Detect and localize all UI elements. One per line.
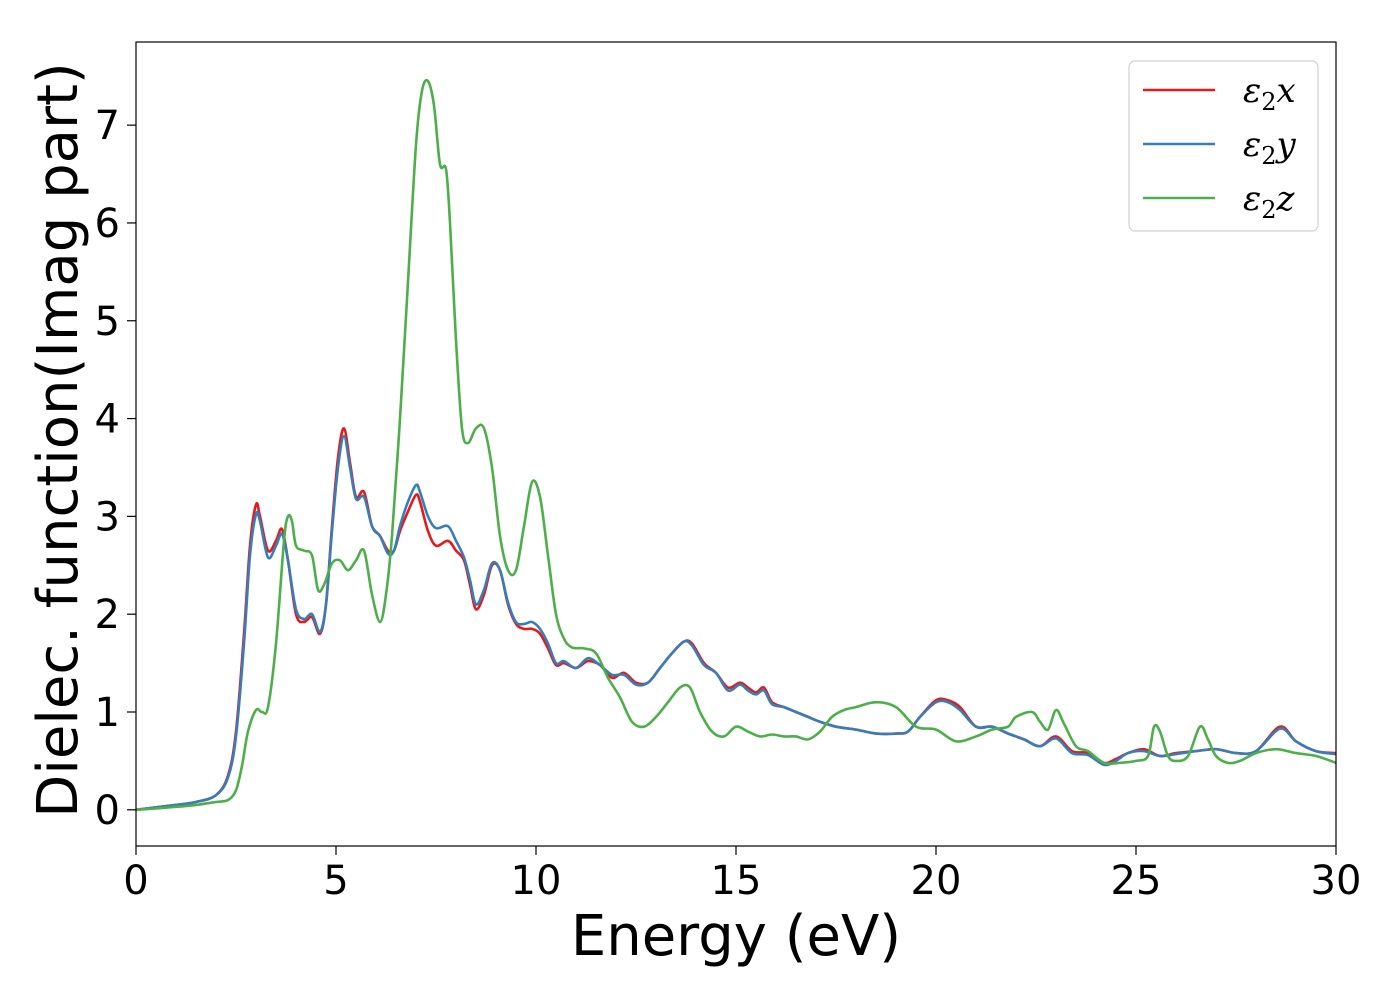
y-tick-label: 6 xyxy=(95,201,120,247)
legend-label: ε2x xyxy=(1243,71,1296,116)
legend-label: ε2z xyxy=(1243,179,1296,224)
y-tick-label: 1 xyxy=(95,690,120,736)
x-tick-label: 30 xyxy=(1311,858,1362,904)
x-tick-label: 20 xyxy=(911,858,962,904)
y-tick-label: 3 xyxy=(95,494,120,540)
x-tick-label: 15 xyxy=(711,858,762,904)
x-tick-label: 0 xyxy=(123,858,148,904)
legend-label: ε2y xyxy=(1243,125,1297,170)
y-axis-title: Dielec. function(Imag part) xyxy=(26,62,91,818)
axis-ticks: 0 5 10 15 20 25 30 0 1 2 3 4 5 6 7 xyxy=(95,103,1362,904)
legend: ε2x ε2y ε2z xyxy=(1128,60,1319,232)
x-tick-label: 10 xyxy=(511,858,562,904)
y-tick-label: 4 xyxy=(95,397,120,443)
series-lines xyxy=(136,78,1336,812)
y-tick-label: 0 xyxy=(95,788,120,834)
legend-box xyxy=(1128,60,1319,232)
y-tick-label: 5 xyxy=(95,299,120,345)
y-tick-label: 2 xyxy=(95,592,120,638)
series-line-y xyxy=(136,434,1336,812)
y-tick-label: 7 xyxy=(95,103,120,149)
series-line-z xyxy=(136,78,1336,812)
x-tick-label: 25 xyxy=(1111,858,1162,904)
x-tick-label: 5 xyxy=(323,858,348,904)
series-line-x xyxy=(136,427,1336,812)
x-axis-title: Energy (eV) xyxy=(571,904,901,969)
